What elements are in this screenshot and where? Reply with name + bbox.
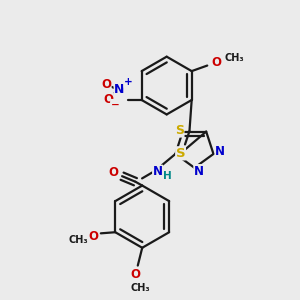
Text: CH₃: CH₃ [130, 283, 150, 293]
Text: O: O [103, 94, 113, 106]
Text: O: O [211, 56, 221, 69]
Text: O: O [108, 166, 118, 179]
Text: S: S [176, 147, 185, 160]
Text: N: N [153, 165, 163, 178]
Text: O: O [88, 230, 98, 243]
Text: N: N [215, 145, 225, 158]
Text: N: N [194, 165, 204, 178]
Text: N: N [114, 83, 124, 97]
Text: H: H [163, 171, 172, 181]
Text: −: − [111, 99, 119, 110]
Text: CH₃: CH₃ [69, 235, 88, 245]
Text: S: S [175, 124, 184, 137]
Text: CH₃: CH₃ [224, 53, 244, 63]
Text: +: + [124, 77, 133, 87]
Text: O: O [101, 78, 111, 91]
Text: O: O [130, 268, 141, 281]
